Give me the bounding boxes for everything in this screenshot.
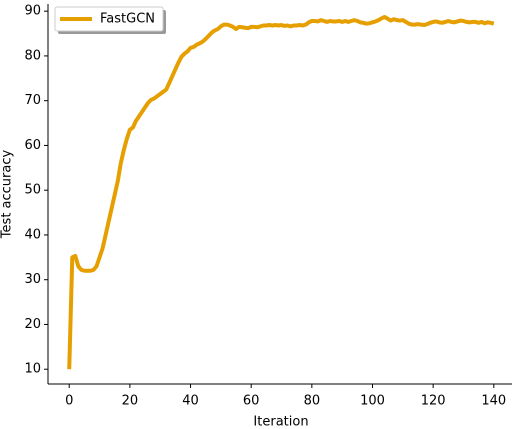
y-axis-label: Test accuracy <box>0 150 15 240</box>
x-tick-label: 40 <box>182 394 199 409</box>
legend-box <box>54 6 164 32</box>
x-tick-label: 60 <box>243 394 260 409</box>
x-tick-label: 140 <box>481 394 506 409</box>
y-tick-label: 10 <box>24 362 41 377</box>
y-tick-label: 30 <box>24 272 41 287</box>
x-tick-label: 120 <box>421 394 446 409</box>
x-tick-label: 0 <box>65 394 73 409</box>
y-tick-label: 70 <box>24 93 41 108</box>
x-axis-label: Iteration <box>253 415 308 429</box>
legend-label: FastGCN <box>100 12 155 27</box>
x-tick-label: 20 <box>122 394 139 409</box>
y-tick-label: 60 <box>24 138 41 153</box>
legend: FastGCN <box>54 6 166 34</box>
line-series <box>67 14 495 370</box>
y-tick-label: 40 <box>24 227 41 242</box>
x-tick-label: 100 <box>360 394 385 409</box>
x-tick-label: 80 <box>304 394 321 409</box>
y-tick-label: 20 <box>24 317 41 332</box>
y-tick-label: 90 <box>24 4 41 19</box>
y-tick-label: 80 <box>24 48 41 63</box>
y-tick-label: 50 <box>24 183 41 198</box>
